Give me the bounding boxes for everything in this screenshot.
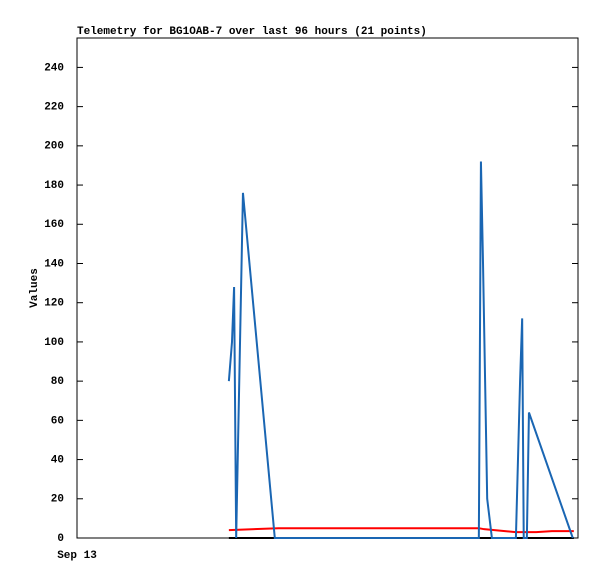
series-line: [227, 161, 574, 539]
y-tick-label: 80: [51, 376, 64, 388]
y-tick-label: 180: [44, 180, 64, 192]
chart-title: Telemetry for BG1OAB-7 over last 96 hour…: [77, 26, 427, 38]
y-tick-label: 140: [44, 258, 64, 270]
y-tick-label: 120: [44, 298, 64, 310]
y-tick-label: 220: [44, 102, 64, 114]
y-tick-label: 40: [51, 454, 64, 466]
y-tick-label: 160: [44, 219, 64, 231]
y-tick-label: 0: [57, 533, 64, 545]
y-tick-label: 240: [44, 62, 64, 74]
y-axis-label: Values: [29, 268, 41, 308]
y-tick-label: 100: [44, 337, 64, 349]
y-tick-label: 60: [51, 415, 64, 427]
y-tick-label: 200: [44, 141, 64, 153]
x-tick-label: Sep 13: [57, 550, 97, 562]
series-line: [228, 527, 574, 534]
plot-frame: [76, 37, 579, 539]
y-tick-label: 20: [51, 494, 64, 506]
